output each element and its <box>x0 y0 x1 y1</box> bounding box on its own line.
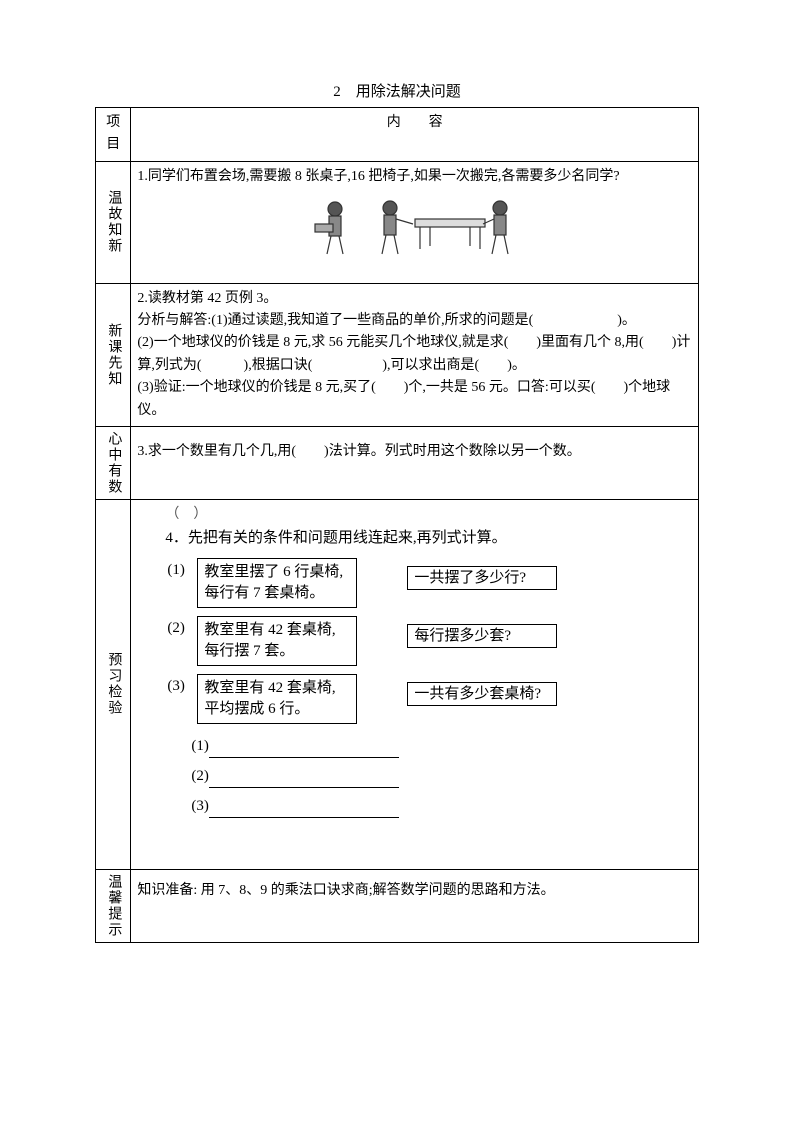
row1-text: 1.同学们布置会场,需要搬 8 张桌子,16 把椅子,如果一次搬完,各需要多少名… <box>137 166 692 188</box>
row3-content: 3.求一个数里有几个几,用( )法计算。列式时用这个数除以另一个数。 <box>131 426 699 499</box>
match-left-box: 教室里有 42 套桌椅,每行摆 7 套。 <box>197 616 357 666</box>
answer-line: (3) <box>191 794 692 818</box>
illustration <box>137 188 692 278</box>
match-right-box: 一共有多少套桌椅? <box>407 682 557 706</box>
row5-label: 温馨提示 <box>96 869 131 942</box>
match-right-box: 每行摆多少套? <box>407 624 557 648</box>
answer-line: (1) <box>191 734 692 758</box>
row4-content: （ ） 4．先把有关的条件和问题用线连起来,再列式计算。 (1)教室里摆了 6 … <box>131 499 699 869</box>
match-left-box: 教室里有 42 套桌椅,平均摆成 6 行。 <box>197 674 357 724</box>
header-col1: 项目 <box>96 108 131 162</box>
answer-underline <box>209 770 399 788</box>
answer-line: (2) <box>191 764 692 788</box>
answer-num: (3) <box>191 798 209 814</box>
row4-intro: 4．先把有关的条件和问题用线连起来,再列式计算。 <box>137 526 692 550</box>
row1-label: 温故知新 <box>96 161 131 283</box>
match-row: (1)教室里摆了 6 行桌椅,每行有 7 套桌椅。 一共摆了多少行? <box>137 558 692 608</box>
match-num: (1) <box>167 558 197 582</box>
answer-num: (1) <box>191 738 209 754</box>
answer-num: (2) <box>191 768 209 784</box>
match-num: (3) <box>167 674 197 698</box>
header-col2: 内 容 <box>131 108 699 162</box>
row2-line4: (3)验证:一个地球仪的价钱是 8 元,买了( )个,一共是 56 元。口答:可… <box>137 377 692 422</box>
row1-content: 1.同学们布置会场,需要搬 8 张桌子,16 把椅子,如果一次搬完,各需要多少名… <box>131 161 699 283</box>
page-title: 2 用除法解决问题 <box>95 80 699 101</box>
match-left-box: 教室里摆了 6 行桌椅,每行有 7 套桌椅。 <box>197 558 357 608</box>
row4-smallnum: （ ） <box>137 504 692 526</box>
row2-line3: (2)一个地球仪的价钱是 8 元,求 56 元能买几个地球仪,就是求( )里面有… <box>137 332 692 377</box>
row2-label: 新课先知 <box>96 283 131 426</box>
answer-underline <box>209 740 399 758</box>
match-num: (2) <box>167 616 197 640</box>
row5-text: 知识准备: 用 7、8、9 的乘法口诀求商;解答数学问题的思路和方法。 <box>137 880 692 902</box>
row2-content: 2.读教材第 42 页例 3。 分析与解答:(1)通过读题,我知道了一些商品的单… <box>131 283 699 426</box>
row2-line1: 2.读教材第 42 页例 3。 <box>137 288 692 310</box>
answer-underline <box>209 800 399 818</box>
match-right-box: 一共摆了多少行? <box>407 566 557 590</box>
main-table: 项目 内 容 温故知新 1.同学们布置会场,需要搬 8 张桌子,16 把椅子,如… <box>95 107 699 943</box>
row4-label: 预习检验 <box>96 499 131 869</box>
row3-label: 心中有数 <box>96 426 131 499</box>
row3-text: 3.求一个数里有几个几,用( )法计算。列式时用这个数除以另一个数。 <box>137 441 692 463</box>
match-row: (3)教室里有 42 套桌椅,平均摆成 6 行。 一共有多少套桌椅? <box>137 674 692 724</box>
row2-line2: 分析与解答:(1)通过读题,我知道了一些商品的单价,所求的问题是( )。 <box>137 310 692 332</box>
row5-content: 知识准备: 用 7、8、9 的乘法口诀求商;解答数学问题的思路和方法。 <box>131 869 699 942</box>
match-row: (2)教室里有 42 套桌椅,每行摆 7 套。 每行摆多少套? <box>137 616 692 666</box>
